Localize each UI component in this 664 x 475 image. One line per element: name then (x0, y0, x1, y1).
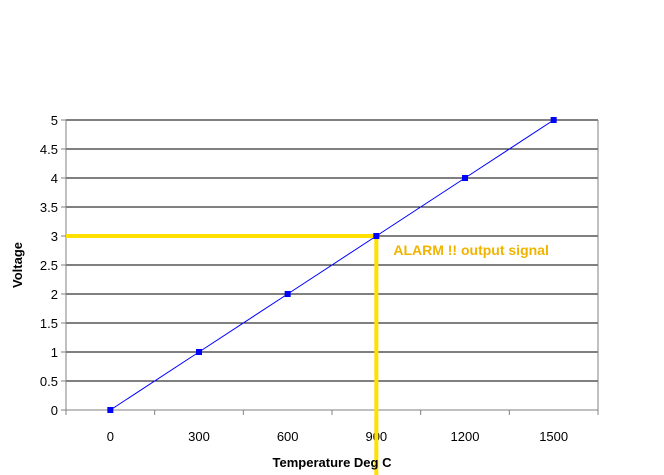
y-tick-label: 0.5 (40, 374, 58, 389)
data-point (550, 117, 557, 123)
y-tick-label: 2 (51, 287, 58, 302)
y-tick-label: 4.5 (40, 142, 58, 157)
axes (61, 119, 599, 415)
data-point (373, 233, 380, 239)
x-tick-labels: 030060090012001500 (107, 429, 568, 444)
alarm-threshold-lines (66, 234, 379, 475)
y-tick-label: 2.5 (40, 258, 58, 273)
x-tick-label: 600 (277, 429, 299, 444)
data-point (462, 175, 468, 181)
x-tick-label: 0 (107, 429, 114, 444)
y-tick-label: 4 (51, 171, 58, 186)
series-line (110, 119, 554, 411)
x-tick-label: 300 (188, 429, 210, 444)
x-tick-label: 1500 (539, 429, 568, 444)
y-tick-label: 1.5 (40, 316, 58, 331)
data-point (284, 291, 291, 297)
x-axis-title: Temperature Deg C (273, 455, 393, 470)
y-tick-label: 1 (51, 345, 58, 360)
y-tick-label: 5 (51, 113, 58, 128)
alarm-annotation: ALARM !! output signal (393, 242, 549, 258)
y-tick-labels: 0 0.5 1 1.5 2 2.5 3 3.5 4 4.5 5 (40, 113, 58, 418)
y-tick-label: 3 (51, 229, 58, 244)
y-tick-label: 3.5 (40, 200, 58, 215)
x-tick-label: 1200 (451, 429, 480, 444)
data-points (107, 117, 557, 413)
data-point (196, 349, 202, 355)
y-axis-title: Voltage (10, 242, 25, 288)
series-line-path (110, 119, 554, 411)
y-tick-label: 0 (51, 403, 58, 418)
data-point (107, 407, 114, 413)
